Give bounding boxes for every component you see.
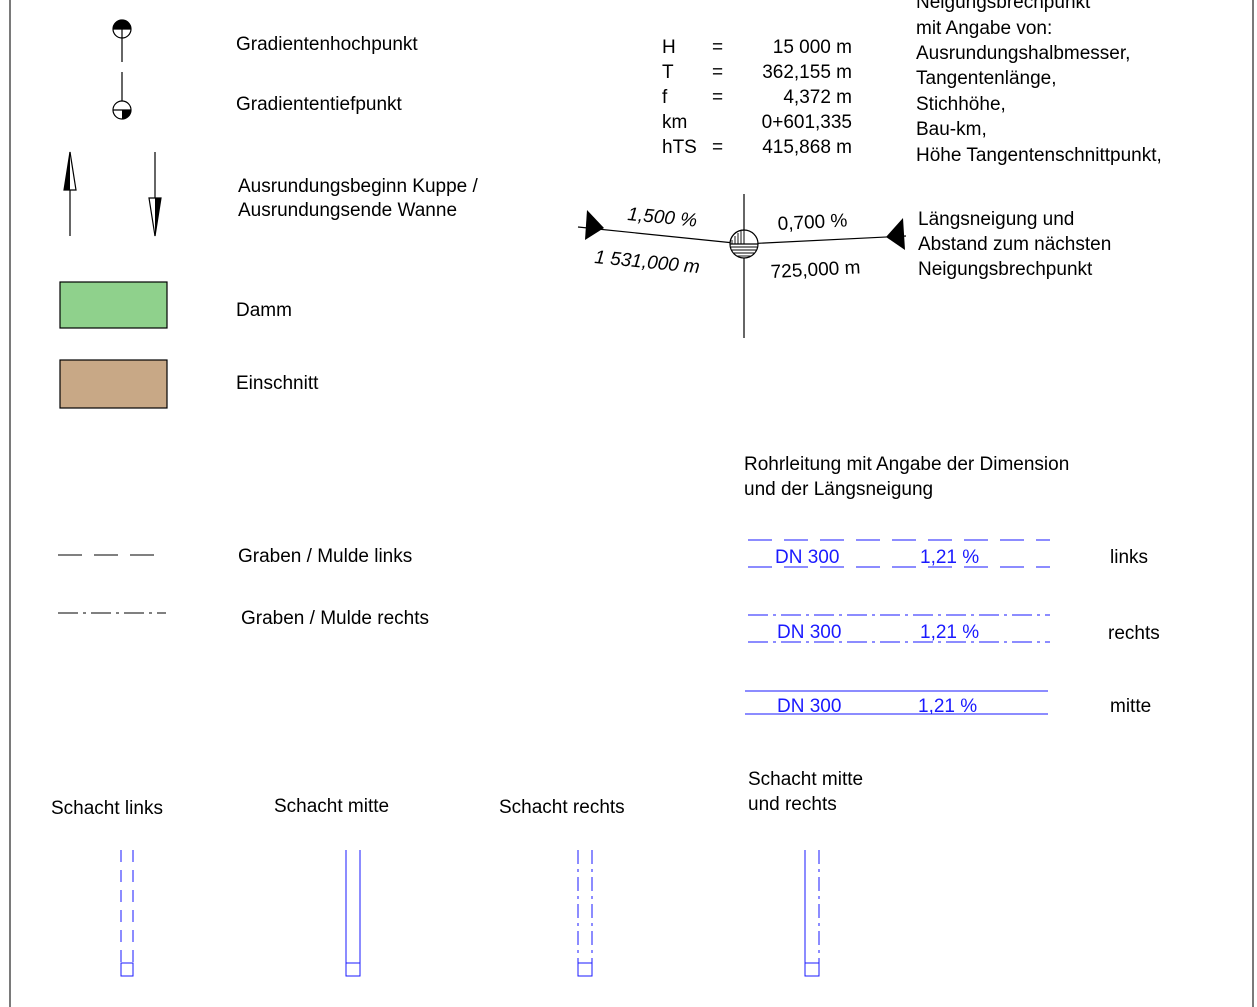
shaft-rechts-label: Schacht rechts <box>499 797 625 818</box>
shaft-mitte-rechts-symbol <box>804 850 820 977</box>
pipes-title-1: Rohrleitung mit Angabe der Dimension <box>744 454 1069 475</box>
damm-label: Damm <box>236 300 292 321</box>
desc-line-1: mit Angabe von: <box>916 18 1052 39</box>
slope-desc-line-2: Neigungsbrechpunkt <box>918 259 1093 280</box>
einschnitt-swatch <box>59 359 168 409</box>
ausrundung-label-2: Ausrundungsende Wanne <box>238 200 457 221</box>
einschnitt-label: Einschnitt <box>236 373 319 394</box>
pipe-rechts <box>748 614 1050 643</box>
desc-line-3: Tangentenlänge, <box>916 68 1057 89</box>
param-sep-1: = <box>712 62 723 83</box>
shaft-mitte-symbol <box>345 850 361 977</box>
slope-desc-line-1: Abstand zum nächsten <box>918 234 1111 255</box>
param-value-0: 15 000 m <box>773 37 852 58</box>
left-distance-label: 1 531,000 m <box>594 247 701 278</box>
param-key-0: H <box>662 37 676 58</box>
param-key-4: hTS <box>662 137 697 158</box>
param-sep-2: = <box>712 87 723 108</box>
hochpunkt-symbol <box>112 19 132 62</box>
desc-line-2: Ausrundungshalbmesser, <box>916 43 1130 64</box>
pipe-mitte-dn: DN 300 <box>777 696 841 717</box>
slope-description: Längsneigung und Abstand zum nächsten Ne… <box>918 209 1111 280</box>
arrow-down-icon <box>148 152 162 237</box>
pipe-mitte-side: mitte <box>1110 696 1151 717</box>
pipe-rechts-dn: DN 300 <box>777 622 841 643</box>
graben-links-label: Graben / Mulde links <box>238 546 412 567</box>
pipe-mitte-slope: 1,21 % <box>918 696 977 717</box>
right-distance-label: 725,000 m <box>770 257 861 283</box>
right-slope-label: 0,700 % <box>777 210 848 235</box>
pipe-rechts-side: rechts <box>1108 623 1160 644</box>
param-sep-0: = <box>712 37 723 58</box>
param-value-1: 362,155 m <box>762 62 852 83</box>
shaft-links-label: Schacht links <box>51 798 163 819</box>
desc-line-6: Höhe Tangentenschnittpunkt, <box>916 145 1162 166</box>
pipe-links-slope: 1,21 % <box>920 547 979 568</box>
desc-line-0: Neigungsbrechpunkt <box>916 0 1091 13</box>
shaft-mitte-label: Schacht mitte <box>274 796 389 817</box>
tiefpunkt-label: Gradiententiefpunkt <box>236 94 403 115</box>
shaft-rechts-symbol <box>577 850 593 977</box>
pipe-mitte <box>745 690 1048 715</box>
shaft-mitte-rechts-label-1: Schacht mitte <box>748 769 863 790</box>
desc-line-4: Stichhöhe, <box>916 94 1006 115</box>
ausrundung-label-1: Ausrundungsbeginn Kuppe / <box>238 176 479 197</box>
pipe-links-side: links <box>1110 547 1148 568</box>
param-key-3: km <box>662 112 687 133</box>
damm-swatch <box>59 281 168 329</box>
breakpoint-description: Neigungsbrechpunkt mit Angabe von: Ausru… <box>916 0 1162 166</box>
param-value-4: 415,868 m <box>762 137 852 158</box>
tiefpunkt-symbol <box>112 72 132 120</box>
hochpunkt-label: Gradientenhochpunkt <box>236 34 418 55</box>
shaft-mitte-rechts-label-2: und rechts <box>748 794 837 815</box>
shaft-links-symbol <box>120 850 134 977</box>
slope-desc-line-0: Längsneigung und <box>918 209 1074 230</box>
pipe-rechts-slope: 1,21 % <box>920 622 979 643</box>
param-value-2: 4,372 m <box>783 87 852 108</box>
left-slope-label: 1,500 % <box>627 204 699 232</box>
param-key-1: T <box>662 62 674 83</box>
pipe-links-dn: DN 300 <box>775 547 839 568</box>
pipes-title-2: und der Längsneigung <box>744 479 933 500</box>
pipe-links <box>748 539 1050 568</box>
param-sep-4: = <box>712 137 723 158</box>
desc-line-5: Bau-km, <box>916 119 987 140</box>
graben-rechts-label: Graben / Mulde rechts <box>241 608 429 629</box>
param-key-2: f <box>662 87 668 108</box>
param-value-3: 0+601,335 <box>762 112 852 133</box>
breakpoint-params: H = 15 000 m T = 362,155 m f = 4,372 m k… <box>662 37 852 158</box>
breakpoint-diagram <box>577 194 907 338</box>
arrow-up-icon <box>63 151 77 236</box>
